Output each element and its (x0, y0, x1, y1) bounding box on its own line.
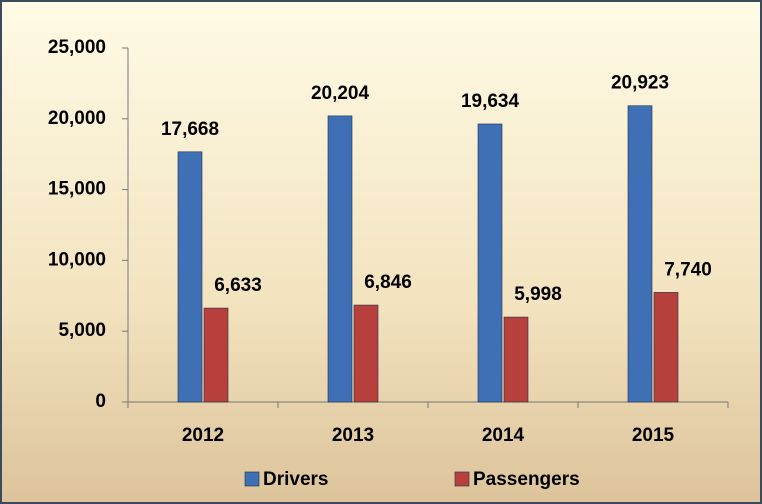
y-tick-label: 5,000 (58, 320, 106, 341)
data-label: 20,923 (611, 73, 669, 94)
y-tick-label: 20,000 (48, 108, 106, 129)
bar (327, 115, 353, 403)
x-tick-label: 2015 (632, 425, 675, 446)
data-label: 5,998 (514, 284, 562, 305)
legend-swatch (244, 471, 260, 487)
data-label: 6,633 (214, 275, 262, 296)
legend-label: Drivers (263, 469, 329, 490)
legend-swatch (454, 471, 470, 487)
data-label: 20,204 (311, 83, 370, 104)
bar (203, 307, 229, 403)
x-tick-label: 2012 (182, 425, 224, 446)
bar (503, 316, 529, 403)
y-tick-label: 15,000 (48, 179, 106, 200)
data-label: 6,846 (364, 272, 412, 293)
bar (177, 151, 203, 403)
x-tick-label: 2013 (332, 425, 374, 446)
y-tick-label: 10,000 (48, 249, 106, 270)
bar (653, 292, 679, 403)
data-label: 19,634 (461, 91, 520, 112)
data-label: 17,668 (161, 119, 219, 140)
y-tick-label: 25,000 (48, 37, 106, 58)
data-label: 7,740 (664, 259, 712, 280)
bar (477, 123, 503, 403)
y-tick-label: 0 (95, 391, 106, 412)
bar (353, 304, 379, 403)
bar (627, 105, 653, 403)
legend-label: Passengers (473, 469, 580, 490)
x-tick-label: 2014 (482, 425, 525, 446)
